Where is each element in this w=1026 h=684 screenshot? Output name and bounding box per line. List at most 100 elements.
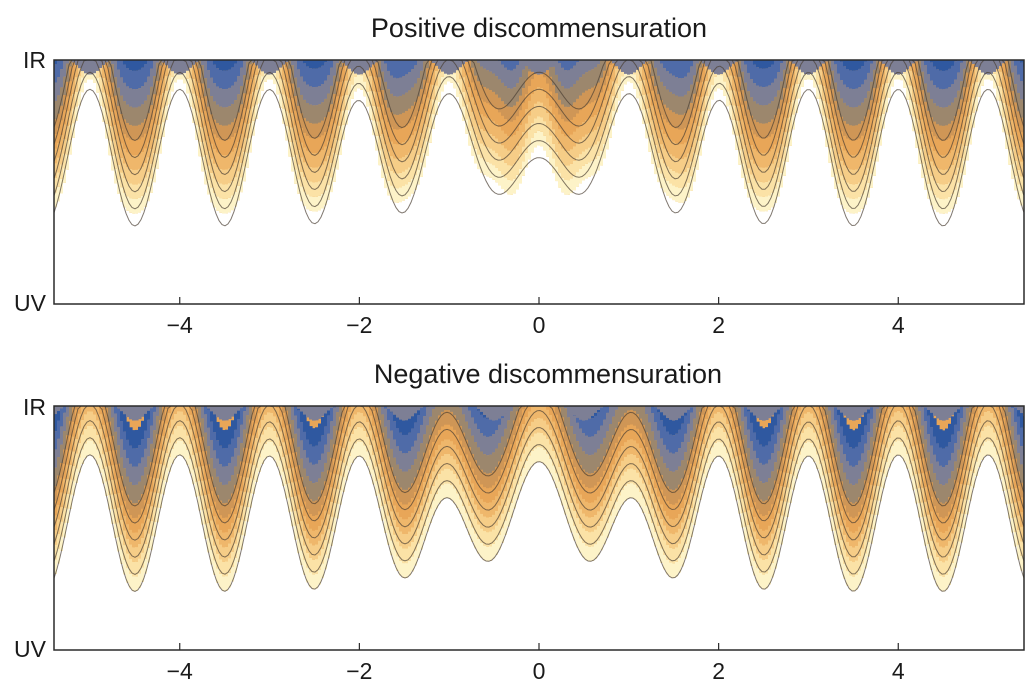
contour-band bbox=[945, 125, 949, 140]
contour-band bbox=[237, 112, 241, 128]
contour-band bbox=[135, 60, 139, 71]
contour-band bbox=[300, 564, 304, 650]
contour-band bbox=[363, 66, 367, 82]
contour-band bbox=[342, 110, 346, 125]
contour-band bbox=[612, 66, 616, 82]
contour-band bbox=[606, 149, 610, 304]
contour-band bbox=[60, 120, 64, 135]
contour-band bbox=[768, 136, 772, 152]
contour-band bbox=[708, 66, 712, 82]
contour-band bbox=[390, 93, 394, 113]
contour-band bbox=[693, 436, 697, 452]
contour-band bbox=[396, 464, 400, 483]
contour-band bbox=[972, 60, 976, 69]
contour-band bbox=[453, 429, 457, 445]
contour-band bbox=[654, 406, 658, 423]
contour-band bbox=[756, 209, 760, 304]
contour-band bbox=[204, 154, 208, 170]
contour-band bbox=[480, 513, 484, 529]
contour-band bbox=[771, 192, 775, 208]
contour-band bbox=[783, 424, 787, 443]
contour-band bbox=[669, 562, 673, 578]
contour-band bbox=[162, 78, 166, 93]
contour-band bbox=[219, 168, 223, 184]
contour-band bbox=[636, 98, 640, 304]
contour-band bbox=[615, 112, 619, 304]
contour-band bbox=[441, 426, 445, 442]
contour-band bbox=[459, 469, 463, 485]
contour-band bbox=[834, 100, 838, 116]
contour-band bbox=[369, 430, 373, 445]
contour-band bbox=[762, 446, 766, 465]
contour-band bbox=[834, 144, 838, 160]
contour-band bbox=[480, 451, 484, 470]
contour-band bbox=[693, 137, 697, 153]
contour-band bbox=[213, 530, 217, 546]
contour-band bbox=[240, 67, 244, 86]
contour-band bbox=[408, 560, 412, 576]
contour-band bbox=[555, 414, 559, 430]
contour-band bbox=[930, 60, 934, 63]
contour-band bbox=[426, 487, 430, 503]
contour-band bbox=[411, 149, 415, 165]
contour-band bbox=[1005, 104, 1009, 120]
contour-band bbox=[534, 88, 538, 104]
contour-band bbox=[786, 443, 790, 459]
contour-band bbox=[315, 482, 319, 501]
contour-band bbox=[57, 420, 61, 439]
contour-band bbox=[582, 180, 586, 304]
contour-band bbox=[870, 63, 874, 82]
contour-band bbox=[318, 540, 322, 556]
contour-band bbox=[99, 428, 103, 444]
contour-band bbox=[747, 411, 751, 430]
contour-band bbox=[198, 422, 202, 438]
contour-band bbox=[648, 151, 652, 304]
contour-band bbox=[384, 532, 388, 650]
contour-band bbox=[117, 106, 121, 121]
contour-band bbox=[180, 440, 184, 456]
contour-band bbox=[228, 69, 232, 88]
contour-band bbox=[744, 159, 748, 175]
contour-band bbox=[75, 482, 79, 650]
contour-band bbox=[90, 406, 94, 412]
contour-band bbox=[333, 152, 337, 168]
contour-band bbox=[363, 406, 367, 417]
contour-band bbox=[414, 116, 418, 132]
contour-band bbox=[816, 406, 820, 411]
contour-band bbox=[954, 189, 958, 204]
contour-band bbox=[249, 108, 253, 123]
contour-band bbox=[228, 481, 232, 500]
contour-band bbox=[405, 548, 409, 564]
contour-band bbox=[945, 169, 949, 184]
contour-band bbox=[861, 164, 865, 180]
contour-band bbox=[738, 469, 742, 485]
contour-band bbox=[267, 79, 271, 304]
contour-band bbox=[216, 582, 220, 650]
contour-band bbox=[759, 481, 763, 500]
contour-band bbox=[681, 423, 685, 442]
contour-band bbox=[1017, 74, 1021, 93]
contour-band bbox=[141, 567, 145, 582]
contour-band bbox=[195, 81, 199, 96]
contour-band bbox=[84, 406, 88, 415]
contour-band bbox=[57, 490, 61, 505]
contour-band bbox=[768, 195, 772, 210]
contour-band bbox=[294, 96, 298, 111]
contour-band bbox=[426, 443, 430, 459]
contour-band bbox=[843, 66, 847, 85]
contour-band bbox=[390, 467, 394, 482]
contour-band bbox=[231, 493, 235, 509]
contour-band bbox=[588, 162, 592, 177]
contour-band bbox=[843, 84, 847, 103]
contour-band bbox=[627, 81, 631, 304]
contour-band bbox=[768, 165, 772, 181]
contour-band bbox=[231, 210, 235, 304]
contour-band bbox=[801, 461, 805, 650]
contour-band bbox=[909, 70, 913, 86]
contour-band bbox=[156, 168, 160, 304]
contour-band bbox=[588, 60, 592, 71]
contour-band bbox=[300, 422, 304, 441]
contour-band bbox=[666, 166, 670, 181]
contour-band bbox=[147, 562, 151, 650]
contour-band bbox=[609, 108, 613, 124]
